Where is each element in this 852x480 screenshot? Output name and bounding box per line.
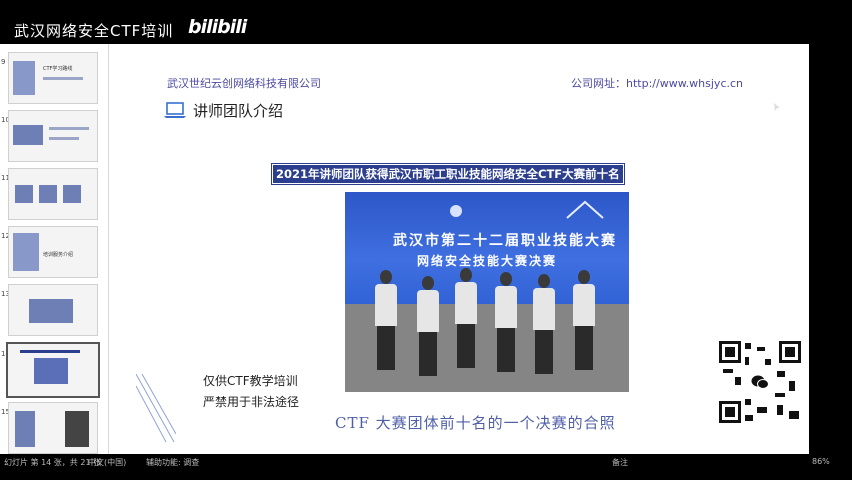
cursor-icon (774, 103, 780, 111)
team-photo: 武汉市第二十二届职业技能大赛 网络安全技能大赛决赛 (345, 192, 629, 392)
thumb-number: 10 (1, 116, 10, 124)
slide-counter: 幻灯片 第 14 张，共 21 张 (4, 458, 102, 467)
status-bar: 幻灯片 第 14 张，共 21 张 中文(中国) 辅助功能: 调查 备注 86% (0, 454, 852, 480)
thumb-number: 13 (1, 290, 10, 298)
company-name: 武汉世纪云创网络科技有限公司 (167, 77, 321, 90)
notes-toggle[interactable]: 备注 (612, 458, 628, 467)
photo-caption: CTF 大赛团体前十名的一个决赛的合照 (335, 414, 616, 432)
section-title: 讲师团队介绍 (193, 102, 284, 120)
photo-banner-line2: 网络安全技能大赛决赛 (417, 254, 558, 268)
decorative-stripes (136, 374, 176, 443)
accessibility-status[interactable]: 辅助功能: 调查 (146, 458, 200, 467)
video-banner: 武汉网络安全CTF培训 bilibili (0, 0, 852, 44)
slide-thumbnail[interactable]: 培训服务介绍 (8, 226, 98, 278)
thumb-number: 14 (1, 350, 10, 358)
slide-thumbnail[interactable] (8, 110, 98, 162)
thumb-number: 9 (1, 58, 6, 66)
wechat-icon (749, 371, 771, 393)
headline-banner: 2021年讲师团队获得武汉市职工职业技能网络安全CTF大赛前十名 (272, 164, 624, 184)
slide-thumbnail-pane[interactable]: 9 CTF学习路线 10 11 12 培训服务介绍 13 14 15 (0, 44, 109, 454)
slide-thumbnail[interactable] (8, 284, 98, 336)
watermark-note-line2: 严禁用于非法途径 (203, 395, 300, 409)
slide-thumbnail-selected[interactable] (6, 342, 100, 398)
thumb-number: 12 (1, 232, 10, 240)
bilibili-logo: bilibili (188, 16, 247, 38)
banner-title: 武汉网络安全CTF培训 (14, 22, 174, 40)
laptop-icon (164, 102, 186, 118)
slide-thumbnail[interactable] (8, 402, 98, 454)
thumb-number: 11 (1, 174, 10, 182)
thumb-number: 15 (1, 408, 10, 416)
language-indicator[interactable]: 中文(中国) (88, 458, 127, 467)
watermark-note-line1: 仅供CTF教学培训 (203, 374, 298, 388)
slide-canvas[interactable]: 武汉世纪云创网络科技有限公司 公司网址：http://www.whsjyc.cn… (109, 44, 809, 454)
slide-thumbnail[interactable] (8, 168, 98, 220)
right-gutter (809, 44, 852, 454)
slide-thumbnail[interactable]: CTF学习路线 (8, 52, 98, 104)
photo-banner-line1: 武汉市第二十二届职业技能大赛 (393, 233, 617, 249)
qr-code (715, 337, 805, 427)
sponsor-logo-icon (566, 200, 604, 219)
zoom-level[interactable]: 86% (812, 457, 830, 466)
company-website: 公司网址：http://www.whsjyc.cn (571, 77, 744, 90)
emblem-icon (450, 205, 462, 217)
